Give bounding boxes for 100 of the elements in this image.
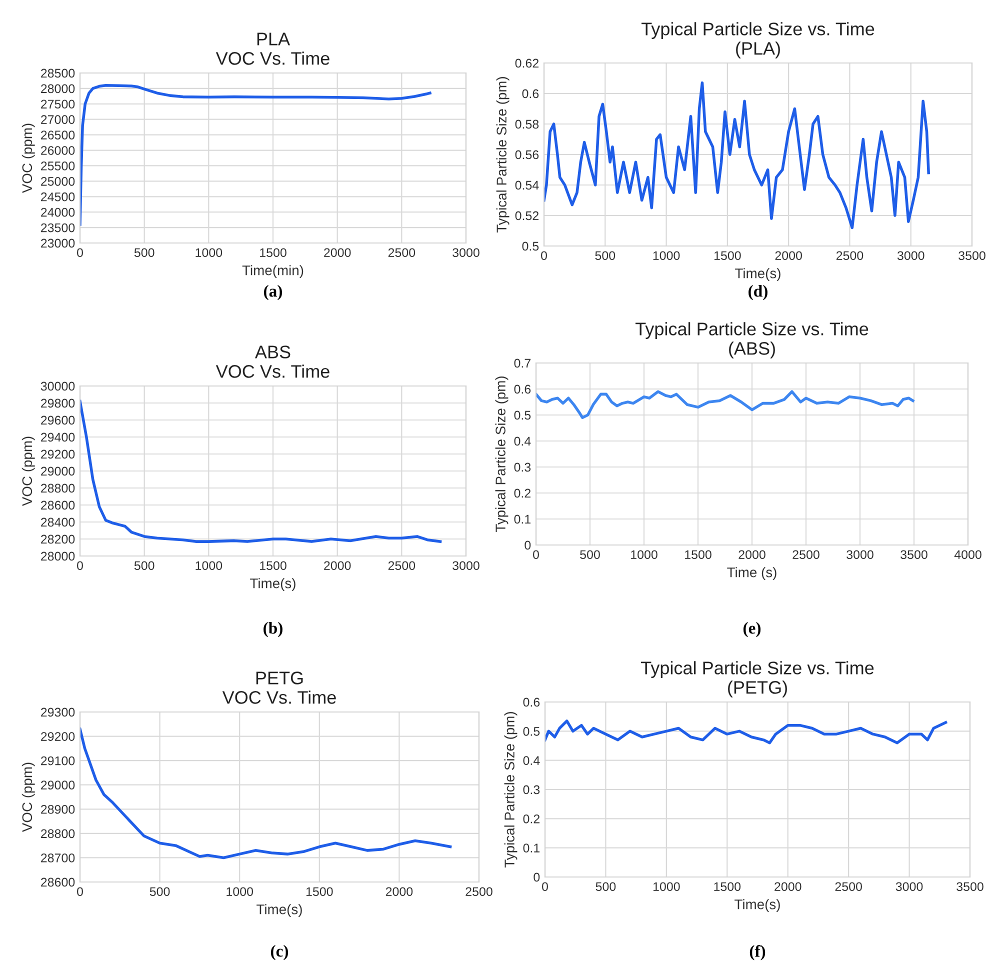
- y-axis-title: Typical Particle Size (pm): [495, 376, 508, 532]
- y-tick-label: 29600: [41, 416, 75, 425]
- y-tick-label: 29200: [41, 450, 75, 459]
- x-tick-label: 0: [77, 248, 83, 258]
- y-tick-label: 27500: [41, 100, 75, 109]
- x-tick-label: 0: [77, 561, 83, 570]
- x-tick-label: 2000: [386, 887, 413, 896]
- y-tick-label: 30000: [40, 382, 75, 391]
- y-tick-label: 26000: [41, 146, 75, 155]
- x-tick-label: 1000: [631, 550, 658, 560]
- y-tick-label: 0.52: [515, 211, 539, 220]
- y-tick-label: 29300: [41, 708, 75, 717]
- y-tick-label: 0.2: [514, 488, 531, 498]
- chart-title: Typical Particle Size vs. Time (PETG): [641, 661, 874, 698]
- x-tick-label: 2000: [324, 561, 351, 570]
- x-axis-title: Time(s): [735, 268, 780, 282]
- text: (f): [750, 945, 766, 960]
- x-tick-label: 2500: [388, 248, 416, 258]
- line-series: [536, 390, 914, 419]
- text: (e): [743, 622, 761, 638]
- y-tick-label: 0.3: [523, 785, 540, 794]
- x-tick-label: 1000: [226, 887, 254, 896]
- chart-title: PETG VOC Vs. Time: [222, 672, 336, 704]
- y-axis-title: VOC (ppm): [22, 436, 35, 506]
- x-tick-label: 1500: [306, 887, 333, 896]
- x-tick-label: 3000: [452, 248, 480, 258]
- x-axis-title: Time(s): [734, 899, 780, 912]
- x-tick-label: 2000: [324, 248, 351, 258]
- y-tick-label: 23000: [41, 238, 75, 248]
- y-tick-label: 28600: [41, 500, 75, 510]
- y-tick-label: 0.56: [515, 150, 539, 160]
- line-series: [80, 84, 432, 226]
- y-tick-label: 29000: [41, 780, 75, 790]
- x-tick-label: 2000: [775, 251, 802, 260]
- y-tick-label: 28800: [41, 829, 75, 838]
- x-axis-title: Time (s): [727, 567, 776, 580]
- chart-title: ABS VOC Vs. Time: [216, 346, 330, 378]
- x-tick-label: 3000: [897, 251, 924, 260]
- y-tick-label: 28600: [41, 878, 75, 887]
- x-tick-label: 2500: [836, 251, 864, 260]
- y-tick-label: 24500: [41, 192, 75, 202]
- y-tick-label: 0.5: [514, 410, 531, 420]
- y-tick-label: 0.58: [515, 120, 539, 129]
- y-tick-label: 29200: [41, 732, 75, 741]
- x-tick-label: 500: [134, 561, 154, 570]
- y-tick-label: 26500: [41, 130, 75, 140]
- y-tick-label: 0.5: [522, 242, 539, 251]
- line-series: [544, 81, 930, 230]
- x-tick-label: 500: [150, 887, 170, 896]
- x-tick-label: 1500: [260, 248, 286, 258]
- y-tick-label: 0.6: [514, 384, 531, 394]
- line-series: [80, 400, 442, 543]
- y-tick-label: 0.5: [523, 726, 540, 736]
- y-axis-title: VOC (ppm): [22, 124, 35, 194]
- x-axis-title: Time(min): [242, 265, 304, 278]
- x-tick-label: 1000: [653, 882, 680, 892]
- y-tick-label: 25000: [41, 176, 75, 186]
- x-tick-label: 3500: [956, 882, 984, 892]
- text: (b): [264, 622, 282, 638]
- y-tick-label: 28900: [41, 804, 75, 814]
- y-tick-label: 0.62: [515, 58, 539, 68]
- x-tick-label: 3000: [452, 561, 480, 570]
- y-tick-label: 0: [534, 872, 540, 882]
- y-tick-label: 0.2: [523, 814, 540, 824]
- x-tick-label: 3000: [846, 550, 874, 560]
- y-tick-label: 0.7: [514, 358, 531, 368]
- y-tick-label: 28400: [41, 518, 75, 527]
- y-axis-title: VOC (ppm): [22, 762, 35, 832]
- text: (c): [270, 945, 288, 960]
- y-tick-label: 0.3: [514, 462, 531, 472]
- text: (a): [264, 285, 282, 300]
- x-tick-label: 1500: [714, 882, 741, 892]
- y-tick-label: 0.54: [515, 180, 539, 190]
- line-series: [545, 720, 948, 744]
- x-axis-title: Time(s): [250, 578, 296, 592]
- x-tick-label: 3000: [896, 882, 923, 892]
- y-tick-label: 28800: [41, 484, 75, 493]
- x-tick-label: 2500: [466, 887, 492, 896]
- y-tick-label: 0.6: [522, 89, 539, 98]
- chart-title: PLA VOC Vs. Time: [216, 32, 330, 65]
- x-tick-label: 1000: [196, 248, 222, 258]
- x-tick-label: 0: [541, 251, 547, 260]
- y-tick-label: 0.1: [523, 844, 540, 852]
- y-tick-label: 25500: [41, 162, 75, 170]
- x-tick-label: 2500: [835, 882, 862, 892]
- y-tick-label: 0: [524, 540, 531, 550]
- y-tick-label: 28200: [41, 534, 75, 544]
- x-tick-label: 3500: [958, 251, 986, 260]
- y-tick-label: 28000: [41, 84, 75, 94]
- x-axis-title: Time(s): [256, 904, 302, 918]
- x-tick-label: 500: [580, 550, 600, 560]
- y-tick-label: 29100: [41, 756, 75, 766]
- y-tick-label: 24000: [41, 208, 75, 217]
- x-tick-label: 1000: [653, 251, 680, 260]
- y-tick-label: 29000: [41, 466, 75, 476]
- x-tick-label: 2500: [792, 550, 820, 560]
- y-tick-label: 27000: [41, 115, 75, 124]
- y-tick-label: 28000: [41, 552, 75, 561]
- y-axis-title: Typical Particle Size (pm): [496, 77, 510, 233]
- x-tick-label: 500: [134, 248, 154, 258]
